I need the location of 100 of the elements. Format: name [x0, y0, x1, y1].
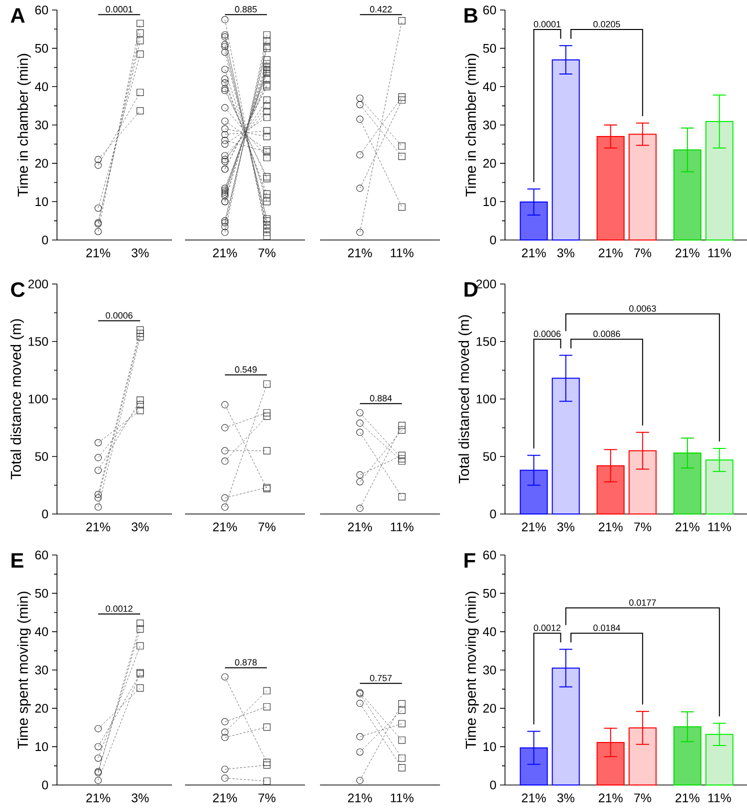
- x-tick-label: 21%: [598, 522, 623, 532]
- y-tick-label: 150: [476, 337, 496, 346]
- y-tick-label: 30: [483, 120, 496, 130]
- annotation: 0.549: [235, 366, 257, 373]
- y-tick-label: 40: [482, 627, 496, 636]
- y-tick-label: 0: [42, 236, 48, 244]
- x-tick-label: 21%: [348, 522, 372, 532]
- y-tick-label: 10: [484, 742, 496, 752]
- annotation: 0.422: [370, 6, 392, 12]
- x-tick-label: 7%: [258, 794, 276, 802]
- chart-title: F: [464, 553, 476, 568]
- x-tick-label: 21%: [522, 248, 546, 258]
- y-axis-title: Time spent moving (min): [465, 592, 479, 749]
- y-tick-label: 60: [483, 550, 496, 560]
- y-tick-label: 0: [42, 510, 48, 518]
- annotation: 0.0001: [534, 21, 561, 28]
- y-tick-label: 20: [35, 158, 48, 168]
- y-tick-label: 150: [28, 337, 48, 346]
- y-tick-label: 100: [476, 394, 496, 404]
- annotation: 0.884: [370, 395, 392, 402]
- annotation: 0.878: [235, 659, 257, 666]
- y-tick-label: 10: [36, 742, 48, 752]
- y-tick-label: 200: [28, 280, 48, 288]
- y-tick-label: 30: [35, 666, 48, 674]
- x-tick-label: 21%: [348, 248, 372, 258]
- annotation: 0.0177: [629, 599, 656, 606]
- x-tick-label: 21%: [86, 794, 110, 802]
- y-axis-title: Time spent moving (min): [17, 592, 31, 749]
- y-tick-label: 30: [35, 120, 48, 130]
- annotation: 0.0012: [534, 624, 560, 632]
- x-tick-label: 11%: [708, 794, 731, 802]
- x-tick-label: 3%: [132, 248, 149, 258]
- chart-title: D: [464, 282, 478, 297]
- annotation: 0.0184: [593, 624, 620, 632]
- annotation: 0.885: [235, 6, 257, 12]
- y-tick-label: 50: [35, 452, 48, 461]
- x-tick-label: 11%: [390, 522, 414, 532]
- y-tick-label: 200: [476, 280, 496, 288]
- annotation: 0.757: [370, 674, 392, 682]
- y-axis-title: Time in chamber (min): [465, 54, 479, 197]
- annotation: 0.0006: [106, 312, 132, 319]
- x-tick-label: 7%: [258, 248, 276, 258]
- y-tick-label: 20: [483, 158, 496, 168]
- x-tick-label: 3%: [557, 522, 574, 532]
- y-tick-label: 60: [35, 550, 48, 560]
- annotation: 0.0006: [534, 330, 561, 338]
- y-tick-label: 20: [483, 704, 496, 713]
- x-tick-label: 11%: [708, 248, 731, 258]
- x-tick-label: 21%: [86, 522, 110, 532]
- y-tick-label: 50: [483, 588, 496, 598]
- x-tick-label: 7%: [258, 522, 276, 532]
- y-axis-title: Time in chamber (min): [17, 54, 31, 197]
- x-tick-label: 21%: [676, 794, 700, 802]
- x-tick-label: 3%: [132, 794, 149, 802]
- y-tick-label: 50: [483, 44, 496, 53]
- y-axis-title: Total distance moved (m): [10, 319, 24, 480]
- y-tick-label: 0: [490, 510, 496, 518]
- x-tick-label: 21%: [598, 248, 623, 258]
- y-tick-label: 50: [35, 44, 48, 53]
- y-tick-label: 40: [34, 82, 48, 92]
- x-tick-label: 21%: [86, 248, 110, 258]
- x-tick-label: 7%: [634, 248, 652, 258]
- y-axis-title: Total distanced moved (m): [458, 315, 472, 484]
- x-tick-label: 3%: [132, 522, 149, 532]
- x-tick-label: 21%: [522, 522, 546, 532]
- chart-title: B: [464, 8, 478, 23]
- x-tick-label: 11%: [390, 794, 414, 802]
- y-tick-label: 0: [42, 780, 48, 790]
- x-tick-label: 21%: [522, 794, 546, 802]
- y-tick-label: 0: [490, 236, 496, 244]
- annotation: 0.0205: [593, 21, 620, 28]
- chart-title: E: [12, 553, 24, 568]
- y-tick-label: 10: [484, 197, 496, 206]
- x-tick-label: 21%: [348, 794, 372, 802]
- y-tick-label: 40: [482, 82, 496, 92]
- x-tick-label: 21%: [676, 248, 700, 258]
- x-tick-label: 3%: [557, 794, 574, 802]
- annotation: 0.0086: [593, 330, 620, 338]
- y-tick-label: 50: [35, 588, 48, 598]
- y-tick-label: 40: [34, 627, 48, 636]
- y-tick-label: 30: [483, 666, 496, 674]
- x-tick-label: 21%: [213, 248, 237, 258]
- chart-title: A: [10, 8, 25, 23]
- x-tick-label: 7%: [634, 794, 652, 802]
- annotation: 0.0012: [106, 605, 132, 612]
- y-tick-label: 60: [483, 6, 496, 14]
- y-tick-label: 0: [490, 780, 496, 790]
- y-tick-label: 10: [36, 197, 48, 206]
- x-tick-label: 3%: [557, 248, 574, 258]
- y-tick-label: 50: [483, 452, 496, 461]
- x-tick-label: 11%: [708, 522, 731, 532]
- annotation: 0.0063: [629, 305, 656, 312]
- x-tick-label: 21%: [598, 794, 623, 802]
- x-tick-label: 21%: [676, 522, 700, 532]
- x-tick-label: 21%: [213, 794, 237, 802]
- x-tick-label: 21%: [213, 522, 237, 532]
- x-tick-label: 11%: [390, 248, 414, 258]
- y-tick-label: 20: [35, 704, 48, 713]
- y-tick-label: 60: [35, 6, 48, 14]
- chart-title: C: [11, 282, 25, 298]
